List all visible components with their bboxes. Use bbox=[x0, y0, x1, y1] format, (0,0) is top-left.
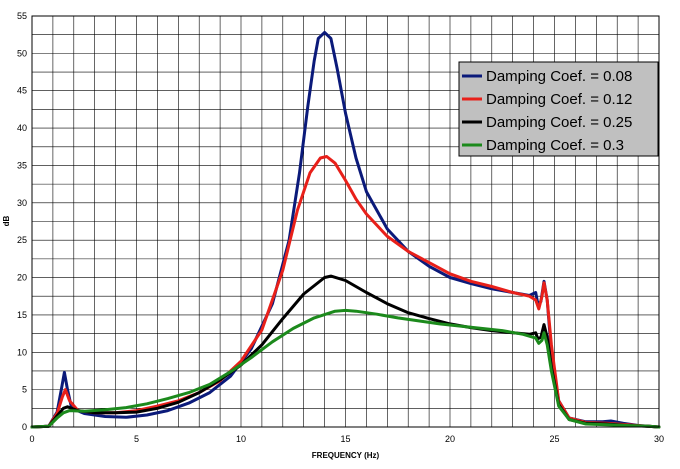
y-tick-label: 50 bbox=[17, 48, 27, 58]
legend-box bbox=[458, 61, 659, 157]
y-tick-label: 40 bbox=[17, 123, 27, 133]
x-tick-label: 10 bbox=[236, 434, 246, 444]
y-tick-label: 55 bbox=[17, 11, 27, 21]
x-tick-label: 25 bbox=[549, 434, 559, 444]
y-tick-label: 35 bbox=[17, 160, 27, 170]
y-tick-label: 45 bbox=[17, 86, 27, 96]
series-group bbox=[30, 30, 661, 429]
x-tick-label: 5 bbox=[134, 434, 139, 444]
legend-label: Damping Coef. = 0.25 bbox=[486, 114, 632, 131]
x-tick-label: 20 bbox=[445, 434, 455, 444]
y-tick-labels: 0 5 10 15 20 25 30 35 40 45 50 55 bbox=[17, 11, 27, 432]
y-tick-label: 20 bbox=[17, 273, 27, 283]
x-axis-title: FREQUENCY (Hz) bbox=[312, 451, 380, 460]
plot-border bbox=[31, 15, 660, 428]
x-tick-label: 0 bbox=[29, 434, 34, 444]
y-tick-label: 30 bbox=[17, 198, 27, 208]
legend: Damping Coef. = 0.08 Damping Coef. = 0.1… bbox=[458, 61, 659, 157]
series-line-4 bbox=[30, 308, 661, 429]
y-tick-label: 15 bbox=[17, 310, 27, 320]
y-tick-label: 10 bbox=[17, 347, 27, 357]
legend-label: Damping Coef. = 0.08 bbox=[486, 68, 632, 85]
x-tick-label: 30 bbox=[654, 434, 664, 444]
legend-label: Damping Coef. = 0.12 bbox=[486, 91, 632, 108]
y-axis-title: dB bbox=[2, 215, 11, 226]
y-tick-label: 5 bbox=[22, 385, 27, 395]
x-tick-labels: 0 5 10 15 20 25 30 bbox=[29, 434, 664, 444]
y-tick-label: 25 bbox=[17, 235, 27, 245]
y-tick-label: 0 bbox=[22, 422, 27, 432]
x-tick-label: 15 bbox=[340, 434, 350, 444]
legend-label: Damping Coef. = 0.3 bbox=[486, 137, 624, 154]
